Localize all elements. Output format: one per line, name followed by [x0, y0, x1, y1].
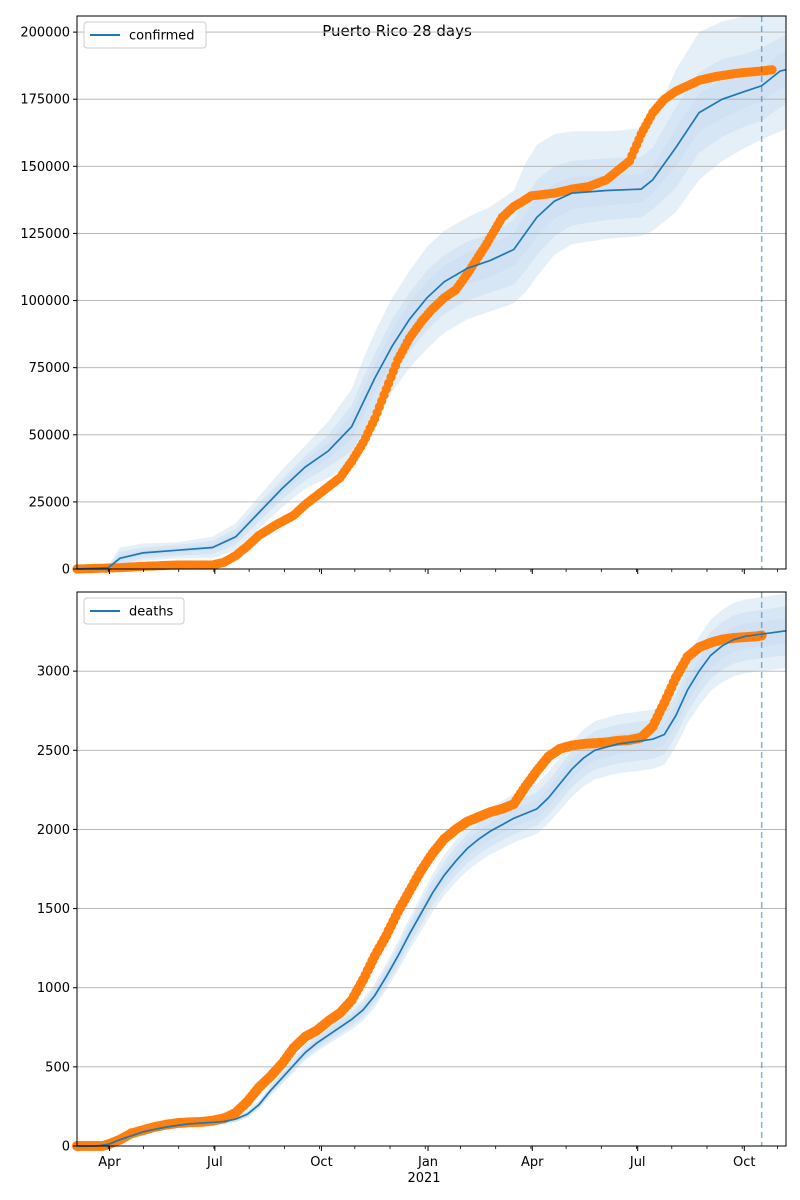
- deaths-x-axis: Apr Jul Oct Jan Apr Jul Oct: [98, 1146, 778, 1170]
- x-tick-label: Oct: [310, 1155, 332, 1170]
- legend-label-deaths: deaths: [129, 605, 174, 620]
- y-tick-label: 175000: [20, 93, 70, 108]
- chart-title: Puerto Rico 28 days: [322, 22, 472, 40]
- deaths-observed-points: [72, 630, 767, 1151]
- y-tick-label: 2500: [37, 744, 70, 759]
- y-tick-label: 0: [62, 563, 70, 578]
- y-tick-label: 3000: [37, 665, 70, 680]
- x-tick-label: Apr: [521, 1155, 544, 1170]
- y-tick-label: 500: [45, 1060, 70, 1075]
- x-tick-label: Oct: [733, 1155, 755, 1170]
- y-tick-label: 50000: [29, 428, 70, 443]
- observed-point: [767, 65, 777, 75]
- y-tick-label: 1000: [37, 981, 70, 996]
- x-tick-label: Jul: [629, 1155, 646, 1170]
- confirmed-axes-frame: [76, 15, 787, 570]
- y-tick-label: 200000: [20, 26, 70, 41]
- y-tick-label: 125000: [20, 227, 70, 242]
- y-tick-label: 25000: [29, 495, 70, 510]
- confirmed-legend: confirmed: [83, 21, 207, 49]
- y-tick-label: 150000: [20, 160, 70, 175]
- confirmed-y-axis: 0 25000 50000 75000 100000 125000 150000 175000…: [20, 26, 77, 578]
- y-tick-label: 2000: [37, 823, 70, 838]
- y-tick-label: 100000: [20, 294, 70, 309]
- confirmed-observed-points: [72, 65, 777, 574]
- y-tick-label: 1500: [37, 902, 70, 917]
- deaths-y-axis: 0 500 1000 1500 2000 2500 3000: [37, 665, 77, 1155]
- deaths-axes-frame: [76, 591, 787, 1147]
- uncertainty-band-0: [77, 593, 786, 1146]
- deaths-model-line: [77, 629, 787, 1147]
- confirmed-panel: 0 25000 50000 75000 100000 125000 150000 175000…: [20, 15, 787, 578]
- deaths-legend: deaths: [83, 597, 185, 625]
- y-tick-label: 75000: [29, 361, 70, 376]
- confirmed-model-line: [76, 68, 787, 570]
- deaths-gridlines: [77, 670, 786, 1147]
- confirmed-x-axis: [107, 569, 778, 574]
- uncertainty-band-1: [77, 34, 786, 570]
- x-tick-label: Jul: [206, 1155, 223, 1170]
- y-tick-label: 0: [62, 1140, 70, 1155]
- legend-label-confirmed: confirmed: [129, 29, 195, 44]
- x-tick-label: Jan: [417, 1155, 438, 1170]
- x-axis-year-label: 2021: [407, 1171, 440, 1186]
- x-tick-label: Apr: [98, 1155, 121, 1170]
